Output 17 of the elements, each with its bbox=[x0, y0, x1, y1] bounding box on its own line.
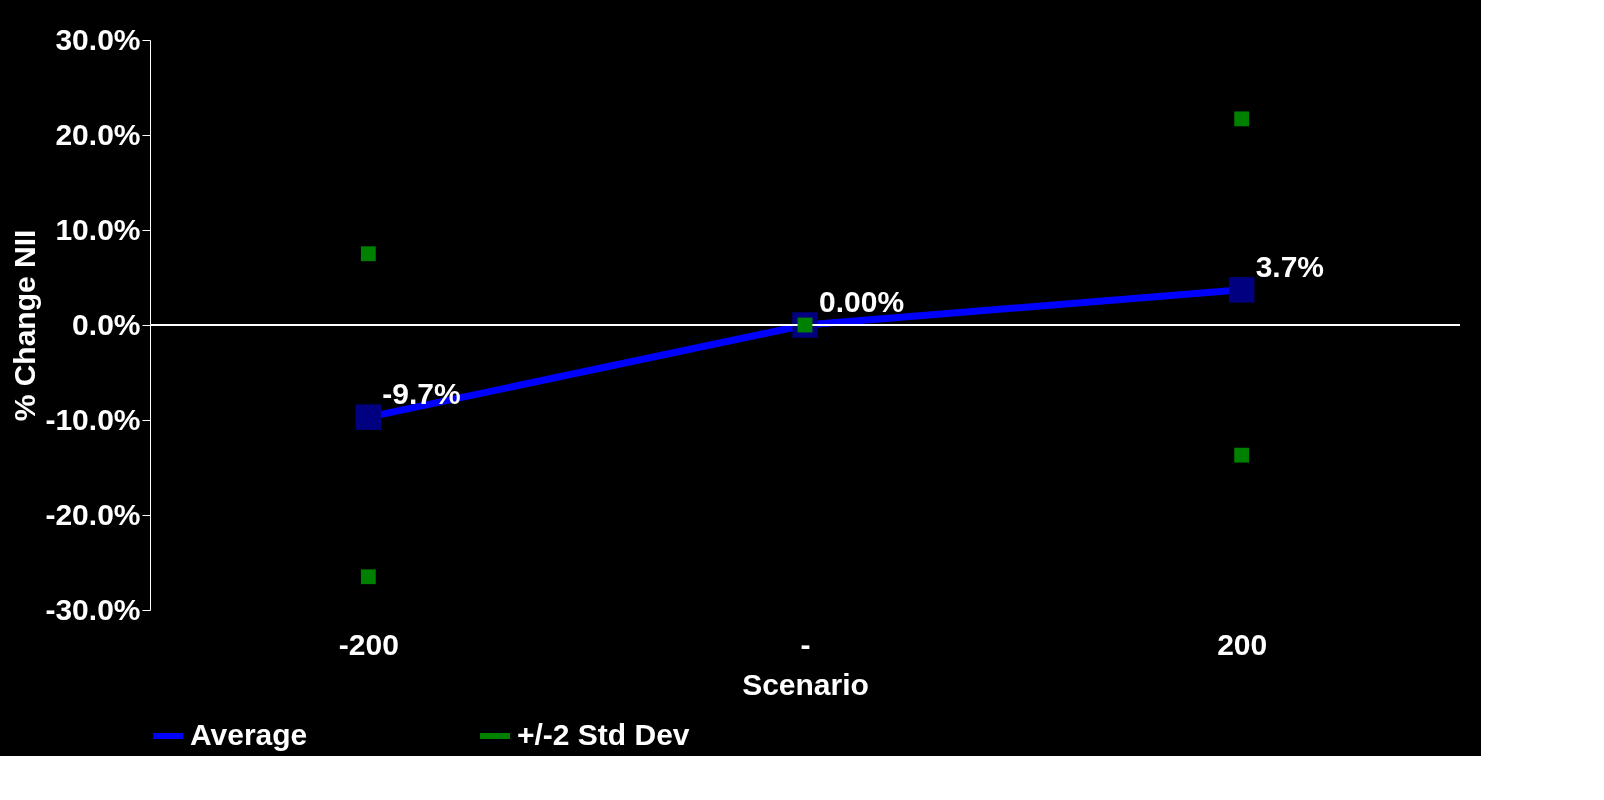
x-tick-label: -200 bbox=[338, 627, 399, 661]
y-tick-label: 10.0% bbox=[55, 212, 141, 246]
y-tick-label: 30.0% bbox=[55, 22, 141, 56]
data-label: 3.7% bbox=[1255, 249, 1325, 283]
y-tick-label: -30.0% bbox=[45, 592, 141, 626]
y-axis-title: % Change NII bbox=[8, 229, 42, 422]
x-tick-label: 200 bbox=[1217, 627, 1268, 661]
y-tick-label: -20.0% bbox=[45, 497, 141, 531]
data-label: -9.7% bbox=[382, 377, 461, 411]
y-tick-label: 20.0% bbox=[55, 117, 141, 151]
y-tick-label: -10.0% bbox=[45, 402, 141, 436]
y-tick-label: 0.0% bbox=[72, 307, 141, 341]
x-tick-label: - bbox=[800, 627, 811, 661]
x-axis-title: Scenario bbox=[742, 667, 869, 701]
legend-label: +/-2 Std Dev bbox=[517, 718, 690, 751]
data-label: 0.00% bbox=[819, 285, 905, 318]
legend-label: Average bbox=[190, 718, 308, 751]
